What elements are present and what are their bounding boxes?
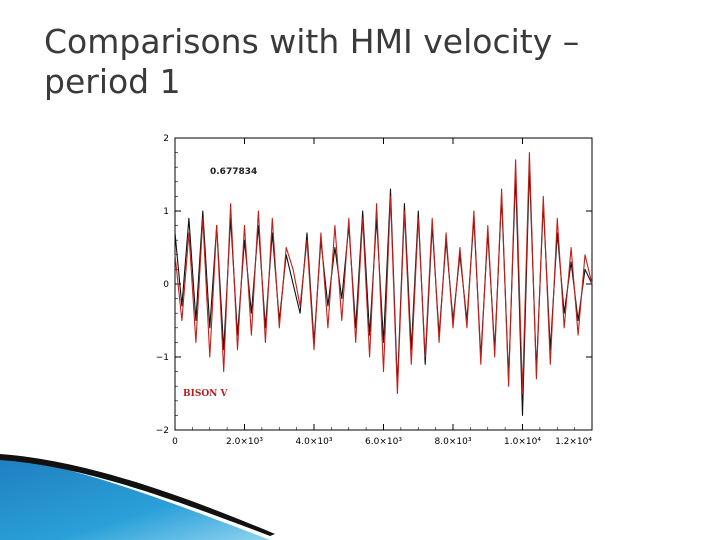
velocity-comparison-plot: 0 2.0×10³ 4.0×10³ 6.0×10³ 8.0×10³ 1.0×10⁴ 1.2×… [150,128,620,458]
series-line-black [174,166,593,416]
x-tick-label: 2.0×10³ [226,437,263,447]
series-layer [174,152,593,416]
x-tick-label: 8.0×10³ [435,437,472,447]
y-tick-label: 1 [163,207,169,217]
axes: 0 2.0×10³ 4.0×10³ 6.0×10³ 8.0×10³ 1.0×10⁴ 1.2×… [156,134,593,447]
chart-svg: 0 2.0×10³ 4.0×10³ 6.0×10³ 8.0×10³ 1.0×10⁴ 1.2×… [156,134,593,447]
slide-title-line2: period 1 [44,62,181,101]
x-tick-label: 4.0×10³ [296,437,333,447]
slide-title: Comparisons with HMI velocity – period 1 [44,22,684,102]
y-tick-label: 0 [163,280,169,290]
x-tick-label: 1.0×10⁴ [504,437,541,447]
series-label-annotation: BISON V [183,389,229,399]
series-line-red [174,152,593,395]
swoosh-blue-shape [0,458,270,540]
correlation-annotation: 0.677834 [210,167,257,177]
y-tick-label: −2 [156,426,169,436]
swoosh-black-stroke [0,454,275,536]
y-tick-label: 2 [163,134,169,144]
y-tick-label: −1 [156,353,169,363]
slide-title-line1: Comparisons with HMI velocity – [44,22,580,61]
x-tick-label: 6.0×10³ [365,437,402,447]
x-tick-label: 0 [172,437,178,447]
decorative-swoosh [0,450,720,540]
swoosh-graphic [0,454,275,540]
x-tick-label: 1.2×10⁴ [555,437,592,447]
